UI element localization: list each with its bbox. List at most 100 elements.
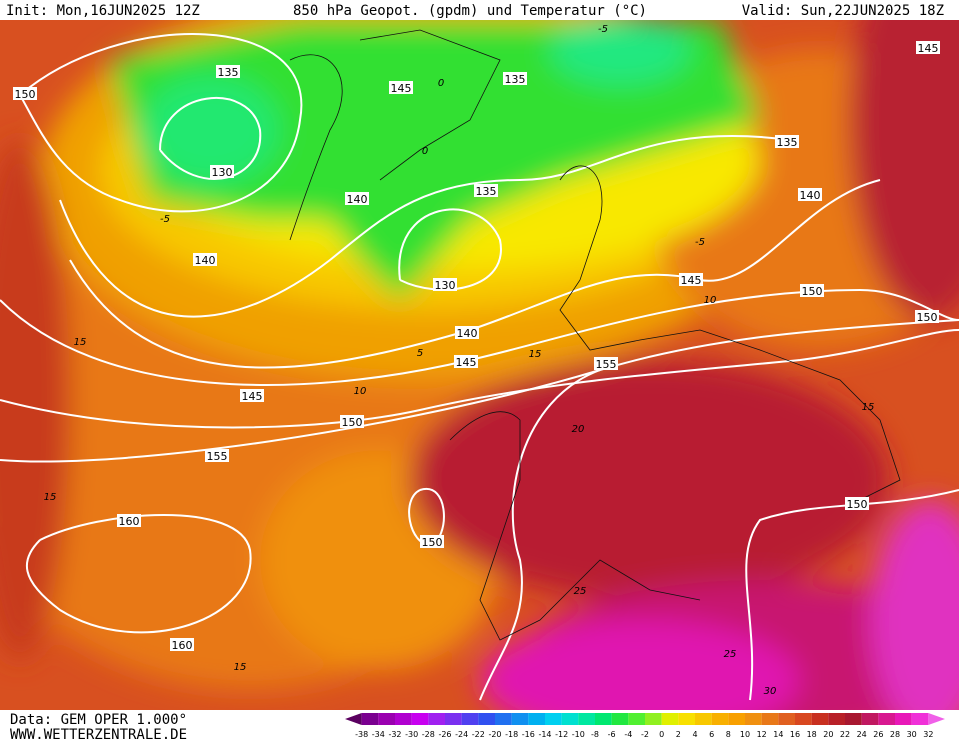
label-box [474, 184, 498, 197]
colorbar-segment [895, 713, 912, 725]
colorbar-label: -16 [522, 730, 535, 739]
label-box [798, 188, 822, 201]
geopotential-label: 140 [457, 327, 478, 340]
geopotential-label: 135 [777, 136, 798, 149]
colorbar-segment [861, 713, 879, 725]
colorbar-label: 16 [790, 730, 800, 739]
label-box [216, 65, 240, 78]
colorbar-segment [695, 713, 712, 725]
label-box [210, 165, 234, 178]
colorbar-segment [911, 713, 929, 725]
colorbar-segment [461, 713, 479, 725]
colorbar-label: -22 [472, 730, 485, 739]
geopotential-label: 145 [391, 82, 412, 95]
temperature-label: 20 [572, 424, 585, 435]
geopotential-label: 160 [172, 639, 193, 652]
colorbar-label: 30 [907, 730, 917, 739]
colorbar-label: 4 [692, 730, 697, 739]
temperature-label: 15 [74, 337, 87, 348]
init-time: Init: Mon,16JUN2025 12Z [6, 3, 200, 19]
colorbar-label: 12 [757, 730, 767, 739]
label-box [679, 273, 703, 286]
contour-labels: 1301351351351351401401401401451451451451… [13, 24, 940, 697]
colorbar-label: 24 [857, 730, 867, 739]
colorbar-segment [678, 713, 695, 725]
temperature-label: 0 [438, 78, 444, 89]
temperature-label: 15 [529, 349, 542, 360]
colorbar-label: -2 [641, 730, 649, 739]
temperature-label: -5 [695, 237, 705, 248]
label-box [13, 87, 37, 100]
temperature-label: 25 [724, 649, 737, 660]
colorbar-segment [378, 713, 395, 725]
website: WWW.WETTERZENTRALE.DE [10, 727, 187, 741]
geopotential-label: 150 [917, 311, 938, 324]
colorbar-segment [628, 713, 645, 725]
label-box [916, 41, 940, 54]
colorbar-segment [711, 713, 729, 725]
temperature-label: 15 [44, 492, 57, 503]
temperature-label: 10 [704, 295, 717, 306]
colorbar-label: -14 [538, 730, 551, 739]
colorbar-label: -32 [388, 730, 401, 739]
geopotential-label: 150 [342, 416, 363, 429]
colorbar-label: 32 [923, 730, 933, 739]
colorbar-label: -30 [405, 730, 418, 739]
temperature-label: -5 [598, 24, 608, 35]
colorbar-label: 28 [890, 730, 900, 739]
colorbar-segment [645, 713, 662, 725]
colorbar-label: 14 [773, 730, 783, 739]
label-box [454, 355, 478, 368]
colorbar-segment [795, 713, 812, 725]
temperature-label: 5 [417, 348, 423, 359]
geopotential-label: 155 [596, 358, 617, 371]
colorbar-label: -18 [505, 730, 518, 739]
valid-time: Valid: Sun,22JUN2025 18Z [742, 3, 944, 19]
colorbar-label: -12 [555, 730, 568, 739]
colorbar-label: 18 [807, 730, 817, 739]
temperature-label: 30 [764, 686, 777, 697]
colorbar-segment [528, 713, 545, 725]
colorbar-segment [428, 713, 445, 725]
data-source: Data: GEM OPER 1.000° [10, 712, 187, 728]
colorbar-label: -8 [591, 730, 599, 739]
colorbar-segment [411, 713, 429, 725]
colorbar-segment [745, 713, 762, 725]
colorbar-label: 8 [726, 730, 731, 739]
label-box [845, 497, 869, 510]
colorbar-segment [845, 713, 862, 725]
colorbar-label: -24 [455, 730, 468, 739]
temperature-label: -5 [160, 214, 170, 225]
label-box [420, 535, 444, 548]
colorbar-label: -28 [422, 730, 435, 739]
colorbar-segment [511, 713, 529, 725]
geopotential-label: 145 [242, 390, 263, 403]
colorbar-segment [611, 713, 629, 725]
colorbar-segment [578, 713, 595, 725]
label-box [775, 135, 799, 148]
map-title: 850 hPa Geopot. (gpdm) und Temperatur (°… [293, 3, 647, 19]
geopotential-label: 130 [435, 279, 456, 292]
geopotential-label: 135 [218, 66, 239, 79]
colorbar-segment [828, 713, 845, 725]
coastlines [289, 29, 901, 641]
geopotential-contours [0, 33, 959, 701]
colorbar-segment [395, 713, 412, 725]
colorbar-label: -26 [438, 730, 451, 739]
label-box [193, 253, 217, 266]
label-box [503, 72, 527, 85]
geopotential-label: 140 [347, 193, 368, 206]
colorbar-segment [728, 713, 745, 725]
label-box [915, 310, 939, 323]
colorbar-label: -38 [355, 730, 368, 739]
colorbar-label: -4 [624, 730, 632, 739]
colorbar-label: 6 [709, 730, 714, 739]
colorbar-label: -10 [572, 730, 585, 739]
colorbar-segment [928, 713, 945, 725]
colorbar-segment [761, 713, 779, 725]
label-box [205, 449, 229, 462]
geopotential-label: 150 [15, 88, 36, 101]
label-box [340, 415, 364, 428]
